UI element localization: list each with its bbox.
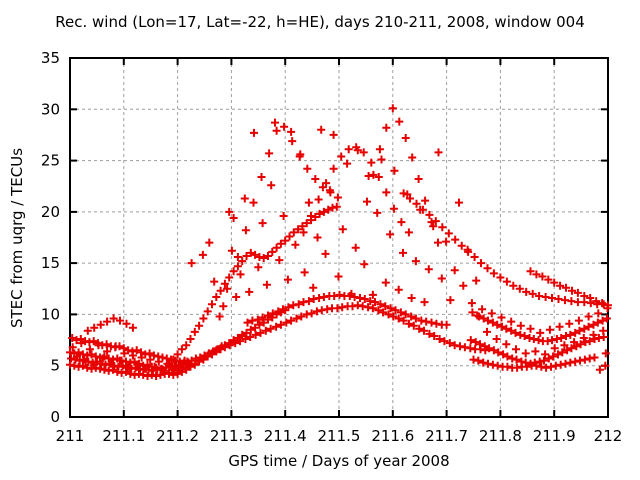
x-tick-label: 211.2 — [156, 427, 199, 445]
x-axis-label: GPS time / Days of year 2008 — [228, 452, 449, 470]
x-tick-label: 211.3 — [210, 427, 253, 445]
chart-title: Rec. wind (Lon=17, Lat=-22, h=HE), days … — [55, 13, 584, 31]
scatter-series-stec — [66, 104, 612, 380]
y-tick-label: 25 — [41, 152, 60, 170]
x-tick-label: 211.9 — [533, 427, 576, 445]
y-tick-label: 10 — [41, 305, 60, 323]
y-axis-label: STEC from uqrg / TECUs — [8, 148, 26, 328]
y-tick-label: 5 — [50, 357, 60, 375]
x-tick-label: 211 — [56, 427, 85, 445]
x-tick-labels: 211 211.1 211.2 211.3 211.4 211.5 211.6 211.7 21… — [56, 427, 623, 445]
y-tick-label: 20 — [41, 203, 60, 221]
y-tick-label: 30 — [41, 100, 60, 118]
plot-border — [69, 57, 609, 418]
y-tick-label: 0 — [50, 408, 60, 426]
x-tick-label: 211.7 — [425, 427, 468, 445]
y-tick-label: 35 — [41, 49, 60, 67]
y-tick-labels: 0 5 10 15 20 25 30 35 — [41, 49, 60, 426]
y-tick-label: 15 — [41, 254, 60, 272]
x-tick-label: 211.8 — [479, 427, 522, 445]
x-tick-label: 212 — [594, 427, 623, 445]
x-tick-label: 211.6 — [371, 427, 414, 445]
x-tick-label: 211.1 — [102, 427, 145, 445]
scatter-points — [66, 104, 612, 380]
x-tick-label: 211.5 — [318, 427, 361, 445]
x-tick-label: 211.4 — [264, 427, 307, 445]
